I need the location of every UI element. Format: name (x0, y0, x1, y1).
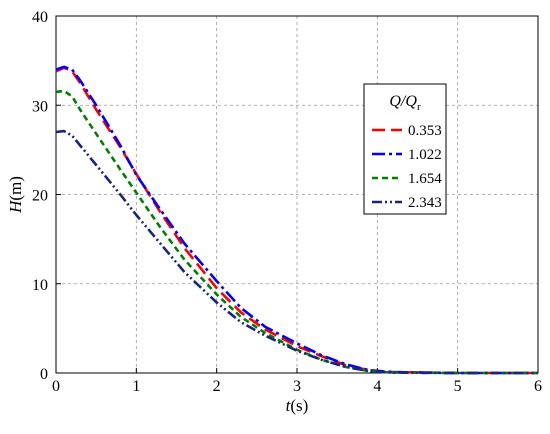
legend-title-subscript: r (417, 101, 421, 113)
y-tick-label-3: 30 (32, 98, 48, 115)
legend-entry-1.654: 1.654 (408, 171, 442, 187)
legend-entry-0.353: 0.353 (408, 123, 442, 139)
x-tick-label-5: 5 (454, 378, 462, 395)
x-tick-label-3: 3 (293, 378, 301, 395)
legend-entry-1.022: 1.022 (408, 147, 442, 163)
x-axis-unit: (s) (290, 396, 308, 415)
tick-labels: 0 1 2 3 4 5 6 0 10 20 30 40 (32, 9, 542, 395)
y-tick-label-4: 40 (32, 9, 48, 26)
legend-items: 0.353 1.022 1.654 2.343 (372, 123, 442, 211)
series-line-0.353 (55, 66, 538, 375)
x-tick-label-2: 2 (213, 378, 221, 395)
x-tick-label-4: 4 (373, 378, 381, 395)
y-axis-label: H(m) (6, 176, 25, 214)
x-tick-label-0: 0 (52, 378, 60, 395)
x-tick-label-1: 1 (132, 378, 140, 395)
grid (56, 16, 538, 373)
series-line-2.343 (55, 129, 538, 375)
y-tick-label-2: 20 (32, 188, 48, 205)
legend-title: Q/Qr (389, 93, 421, 113)
x-axis-label: t(s) (286, 396, 309, 415)
y-axis-variable: H (6, 199, 25, 214)
legend-title-main: Q/Q (389, 93, 417, 110)
series-line-1.654 (55, 89, 538, 375)
series-line-1.022 (55, 65, 538, 375)
legend-box (363, 83, 447, 215)
y-tick-label-1: 10 (32, 277, 48, 294)
y-axis-unit: (m) (6, 176, 25, 201)
x-tick-label-6: 6 (534, 378, 542, 395)
axis-ticks (55, 15, 539, 374)
x-axis-variable: t (286, 396, 292, 415)
legend-entry-2.343: 2.343 (408, 195, 442, 211)
series-layer (55, 65, 538, 375)
legend: Q/Qr 0.353 1.022 1.654 2.343 (363, 83, 447, 215)
y-tick-label-0: 0 (40, 366, 48, 383)
